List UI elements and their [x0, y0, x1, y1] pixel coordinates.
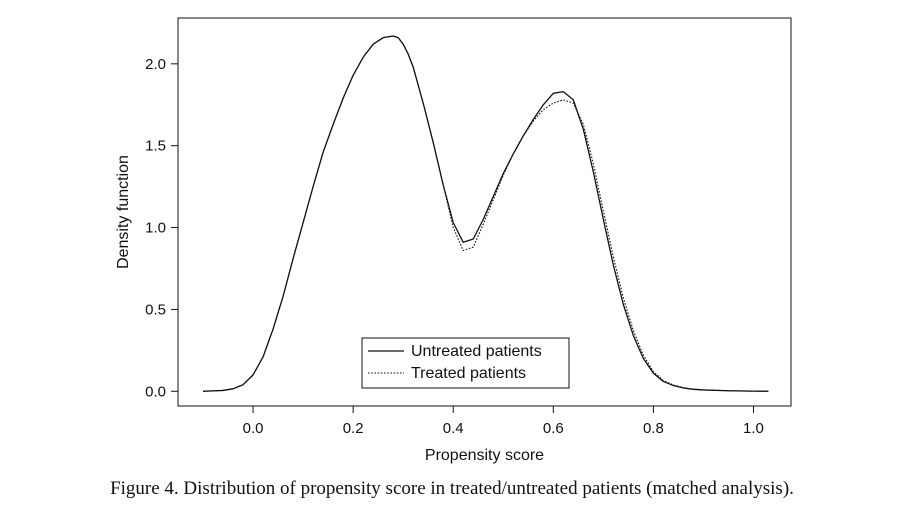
y-tick-label: 2.0: [145, 56, 166, 73]
y-tick-label: 1.5: [145, 138, 166, 155]
series-layer: [202, 35, 769, 392]
y-axis-title: Density function: [115, 155, 132, 269]
plot-frame: [177, 17, 792, 407]
legend: Untreated patients Treated patients: [361, 337, 570, 389]
x-axis: 0.0 0.2 0.4 0.6 0.8 1.0: [243, 406, 764, 437]
x-axis-title: Propensity score: [425, 447, 544, 464]
x-tick-label: 0.8: [643, 420, 664, 437]
legend-label-treated: Treated patients: [411, 365, 526, 382]
legend-label-untreated: Untreated patients: [411, 343, 542, 360]
x-tick-label: 0.2: [343, 420, 364, 437]
figure-caption: Figure 4. Distribution of propensity sco…: [110, 478, 794, 499]
y-tick-label: 0.0: [145, 383, 166, 400]
x-tick-label: 1.0: [743, 420, 764, 437]
y-axis: 0.0 0.5 1.0 1.5 2.0: [145, 56, 178, 400]
y-tick-label: 1.0: [145, 220, 166, 237]
x-tick-label: 0.6: [543, 420, 564, 437]
x-tick-label: 0.0: [243, 420, 264, 437]
x-tick-label: 0.4: [443, 420, 464, 437]
y-tick-label: 0.5: [145, 301, 166, 318]
legend-box: [361, 337, 570, 389]
series-line-treated: [202, 35, 769, 392]
